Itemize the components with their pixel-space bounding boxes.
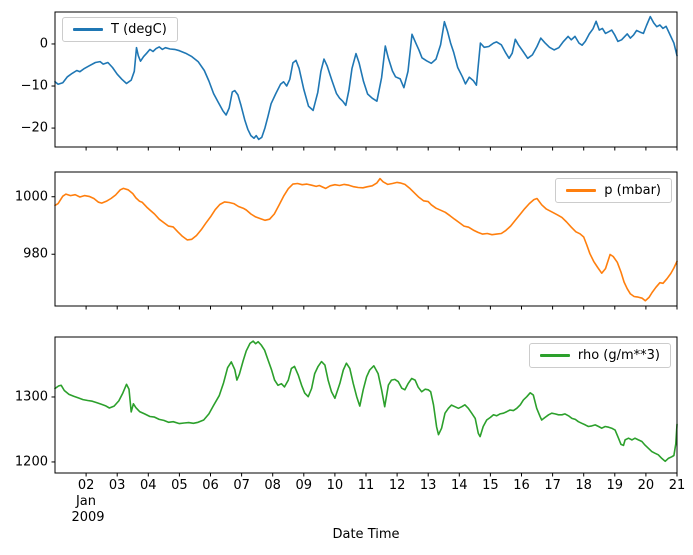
y-tick-label: 1200 xyxy=(14,454,48,470)
temperature-line xyxy=(54,15,678,141)
y-tick-label: 0 xyxy=(39,36,48,52)
x-tick-label: 08 xyxy=(264,478,281,493)
temperature-legend-label: T (degC) xyxy=(111,22,167,37)
x-tick-label: 09 xyxy=(295,478,313,493)
x-tick-label: 18 xyxy=(575,478,592,493)
x-axis-title: Date Time xyxy=(332,527,400,542)
pressure-legend-label: p (mbar) xyxy=(604,183,661,198)
pressure-legend-line-sample xyxy=(566,189,597,192)
rho-legend-label: rho (g/m**3) xyxy=(577,348,660,363)
rho-line xyxy=(54,340,678,463)
temperature-axes-spine xyxy=(54,11,678,148)
x-tick-label: 05 xyxy=(171,478,188,493)
temperature-legend-line-sample xyxy=(73,28,103,31)
x-tick-label: 12 xyxy=(388,478,406,493)
x-tick-label: 04 xyxy=(140,478,157,493)
x-tick-label: 14 xyxy=(451,478,468,493)
x-tick-label: 02 xyxy=(77,478,95,493)
x-tick-label: 03 xyxy=(108,478,126,493)
x-tick-label: 11 xyxy=(357,478,375,493)
x-tick-label: 17 xyxy=(544,478,561,493)
x-axis-year-label: 2009 xyxy=(71,510,105,525)
y-tick-label: −20 xyxy=(20,120,48,136)
y-tick-label: 1300 xyxy=(14,389,48,405)
x-tick-label: 13 xyxy=(419,478,437,493)
x-tick-label: 21 xyxy=(668,478,686,493)
x-axis-month-label: Jan xyxy=(75,494,97,509)
rho-legend-line-sample xyxy=(539,354,570,357)
y-tick-label: 1000 xyxy=(14,189,48,205)
x-tick-label: 20 xyxy=(637,478,655,493)
legend-pressure: p (mbar) xyxy=(555,178,672,203)
x-tick-label: 15 xyxy=(482,478,499,493)
y-tick-label: 980 xyxy=(23,246,48,262)
x-tick-label: 10 xyxy=(326,478,344,493)
pressure-axes-spine xyxy=(54,171,678,307)
y-tick-label: −10 xyxy=(20,78,48,94)
pressure-line xyxy=(54,177,678,302)
legend-temperature: T (degC) xyxy=(62,17,178,42)
legend-rho: rho (g/m**3) xyxy=(528,343,671,368)
x-tick-label: 07 xyxy=(233,478,250,493)
x-tick-label: 06 xyxy=(202,478,219,493)
rho-axes-spine xyxy=(54,336,678,474)
x-tick-label: 16 xyxy=(513,478,530,493)
x-tick-label: 19 xyxy=(606,478,624,493)
